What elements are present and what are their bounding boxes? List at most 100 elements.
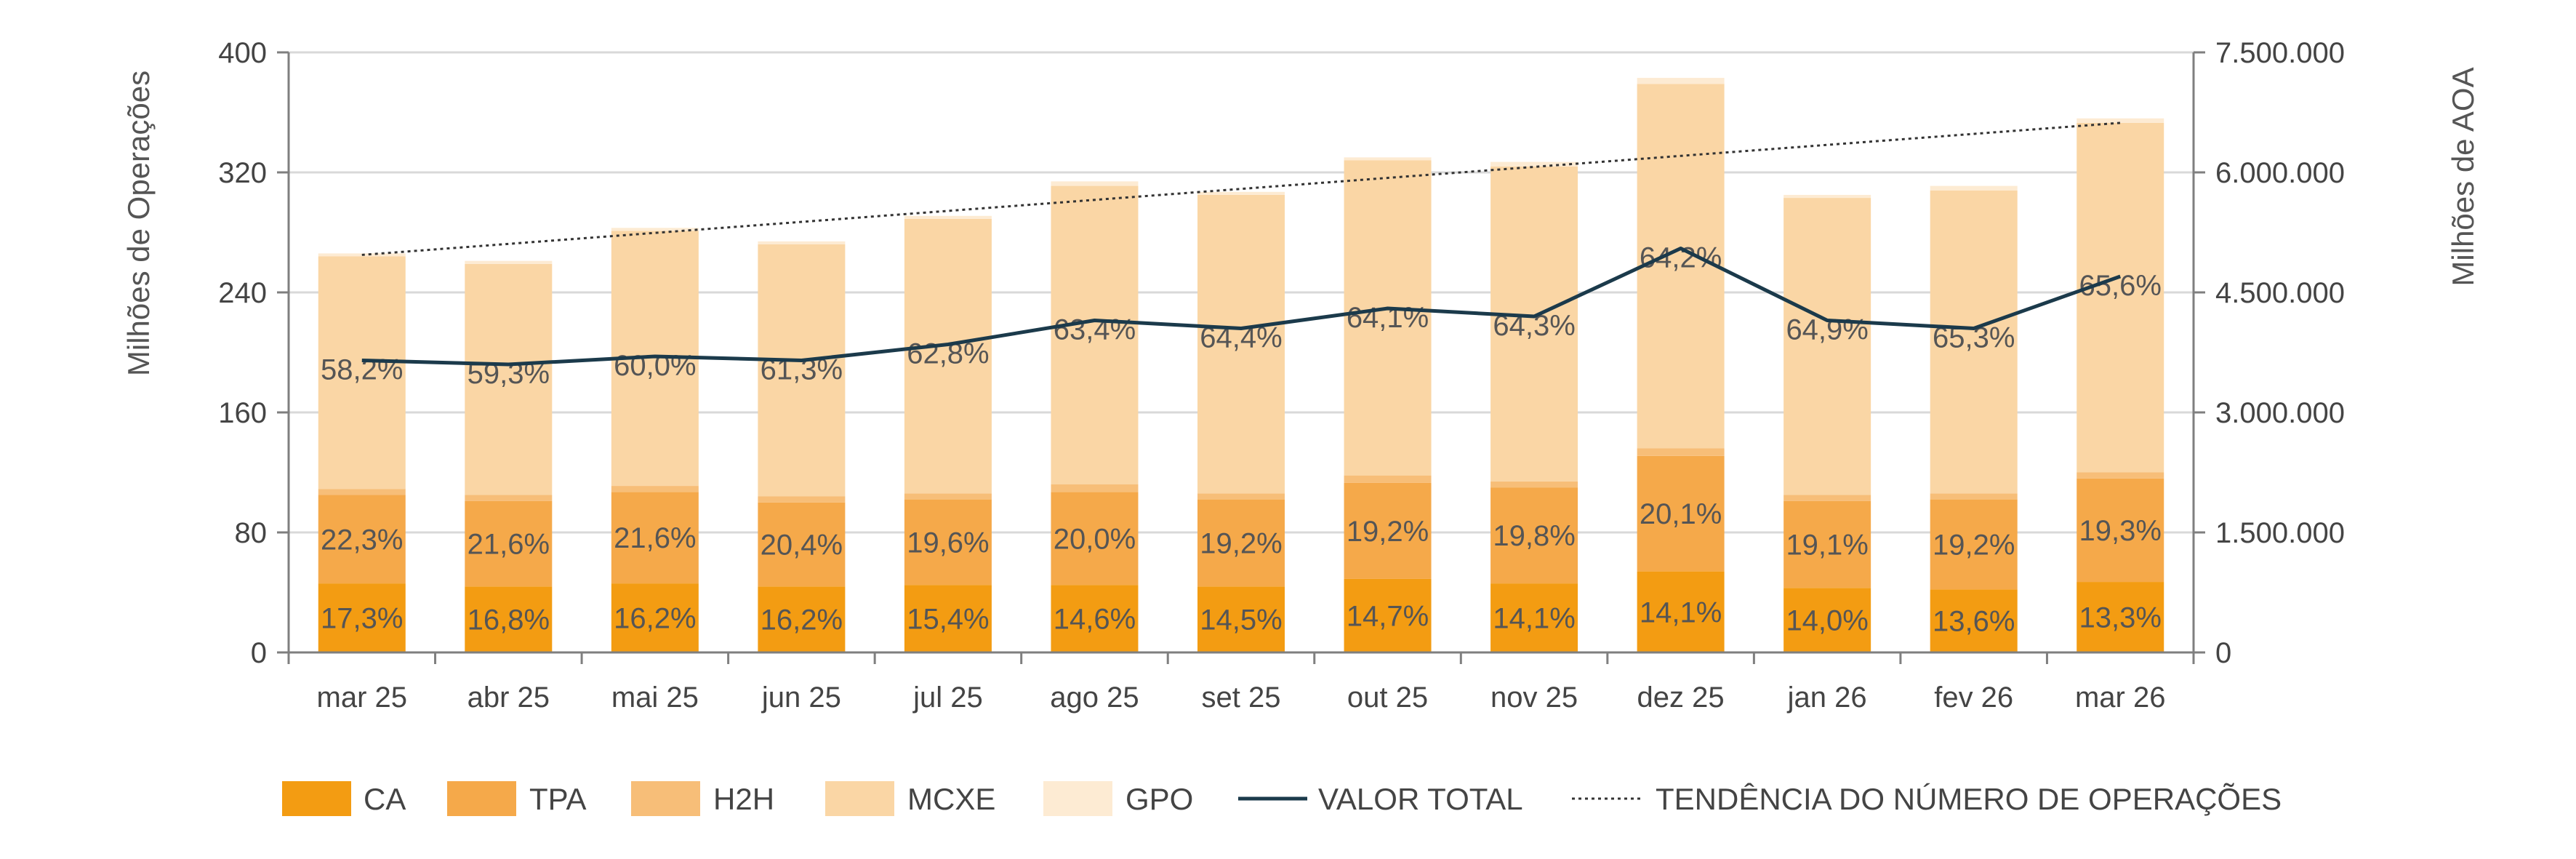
bar-ca [1783, 588, 1871, 652]
y2-tick-label: 6.000.000 [2215, 157, 2345, 189]
bar-tpa [611, 492, 699, 584]
bar-gpo [1930, 185, 2018, 191]
legend-label: CA [364, 782, 406, 816]
x-tick-label: ago 25 [1050, 682, 1139, 714]
bar-h2h [1783, 495, 1871, 501]
bar-mcxe [904, 218, 992, 494]
x-tick-label: mar 26 [2075, 682, 2166, 714]
legend-label: GPO [1126, 782, 1193, 816]
legend-swatch-h2h [631, 781, 700, 816]
bar-ca [2077, 582, 2164, 652]
y-tick-label: 240 [218, 277, 267, 309]
legend-label: VALOR TOTAL [1318, 782, 1523, 816]
bar-h2h [1637, 448, 1725, 456]
bar-label-tpa: 19,6% [907, 527, 989, 559]
bar-tpa [904, 499, 992, 586]
bar-h2h [465, 495, 553, 501]
legend-swatch-ca [282, 781, 351, 816]
bar-tpa [1783, 500, 1871, 588]
y2-tick-label: 0 [2215, 637, 2231, 669]
bar-ca [1197, 586, 1285, 652]
bar-label-tpa: 20,4% [761, 530, 843, 562]
y-axis-title: Milhões de Operações [121, 71, 156, 376]
bar-gpo [1783, 194, 1871, 199]
bar-h2h [1930, 493, 2018, 500]
bar-mcxe [318, 256, 406, 490]
legend-label: MCXE [907, 782, 995, 816]
bars [318, 78, 2164, 652]
bar-label-tpa: 19,2% [1933, 530, 2015, 562]
bar-tpa [1344, 482, 1432, 579]
bar-label-ca: 14,7% [1347, 600, 1429, 632]
bar-h2h [758, 496, 846, 503]
bar-gpo [758, 241, 846, 244]
bar-label-tpa: 19,2% [1347, 516, 1429, 548]
bar-label-tpa: 19,1% [1786, 530, 1868, 562]
bar-gpo [1051, 181, 1139, 186]
x-tick-label: mar 25 [317, 682, 408, 714]
x-tick-label: mai 25 [611, 682, 699, 714]
legend-label: TPA [529, 782, 587, 816]
bar-tpa [758, 502, 846, 587]
x-tick-label: jul 25 [912, 682, 983, 714]
y-tick-label: 400 [218, 37, 267, 69]
lines [361, 121, 2122, 367]
bar-gpo [1637, 78, 1725, 84]
bar-label-ca: 16,8% [468, 604, 550, 636]
bar-mcxe [1051, 185, 1139, 484]
bar-h2h [1051, 484, 1139, 492]
bar-tpa [1197, 499, 1285, 587]
bar-mcxe [1197, 194, 1285, 494]
bar-gpo [1490, 161, 1578, 167]
bar-label-tpa: 19,2% [1200, 527, 1282, 559]
bar-h2h [2077, 472, 2164, 479]
bar-mcxe [2077, 122, 2164, 473]
bar-mcxe [1344, 160, 1432, 476]
bar-label-ca: 14,5% [1200, 604, 1282, 636]
bar-mcxe [1783, 198, 1871, 495]
x-tick-label: nov 25 [1490, 682, 1578, 714]
bar-label-mcxe: 58,2% [321, 354, 403, 386]
bar-label-tpa: 20,1% [1640, 498, 1722, 530]
bar-label-ca: 15,4% [907, 604, 989, 636]
bar-h2h [904, 493, 992, 500]
bar-gpo [611, 228, 699, 231]
bar-ca [1637, 571, 1725, 652]
legend-swatch-mcxe [825, 781, 894, 816]
bar-gpo [1344, 157, 1432, 161]
bar-label-tpa: 21,6% [614, 522, 696, 554]
bar-label-tpa: 22,3% [321, 524, 403, 556]
bar-h2h [1344, 475, 1432, 483]
x-tick-label: set 25 [1202, 682, 1281, 714]
bar-mcxe [1930, 190, 2018, 494]
y2-tick-label: 3.000.000 [2215, 397, 2345, 429]
bar-label-ca: 13,6% [1933, 606, 2015, 638]
bar-ca [1490, 583, 1578, 652]
y2-tick-label: 4.500.000 [2215, 277, 2345, 309]
bar-label-ca: 16,2% [614, 603, 696, 635]
bar-tpa [1637, 455, 1725, 572]
bar-tpa [1930, 499, 2018, 590]
valor-total-line [361, 247, 2122, 367]
bar-mcxe [1637, 84, 1725, 449]
x-tick-label: out 25 [1347, 682, 1428, 714]
bar-label-ca: 14,1% [1640, 596, 1722, 628]
legend: CA TPA H2H MCXE GPO VALOR TOTAL TENDÊNCIA DO N… [282, 781, 2282, 816]
bar-tpa [1051, 492, 1139, 586]
legend-swatch-gpo [1043, 781, 1112, 816]
legend-label: H2H [713, 782, 774, 816]
y2-tick-label: 1.500.000 [2215, 517, 2345, 549]
bar-ca [1344, 578, 1432, 652]
bar-labels: 17,3% 16,8% 16,2% 16,2% 15,4% 14,6% 14,5% 14,7%… [321, 242, 2162, 638]
bar-mcxe [465, 263, 553, 495]
bar-gpo [904, 215, 992, 219]
bar-ca [904, 585, 992, 652]
y2-axis-title: Milhões de AOA [2446, 67, 2480, 286]
bar-label-ca: 14,1% [1493, 603, 1575, 635]
bar-h2h [611, 486, 699, 492]
bar-h2h [1197, 493, 1285, 500]
bar-label-ca: 14,6% [1054, 604, 1136, 636]
bar-label-tpa: 19,8% [1493, 520, 1575, 552]
bar-ca [1930, 589, 2018, 652]
